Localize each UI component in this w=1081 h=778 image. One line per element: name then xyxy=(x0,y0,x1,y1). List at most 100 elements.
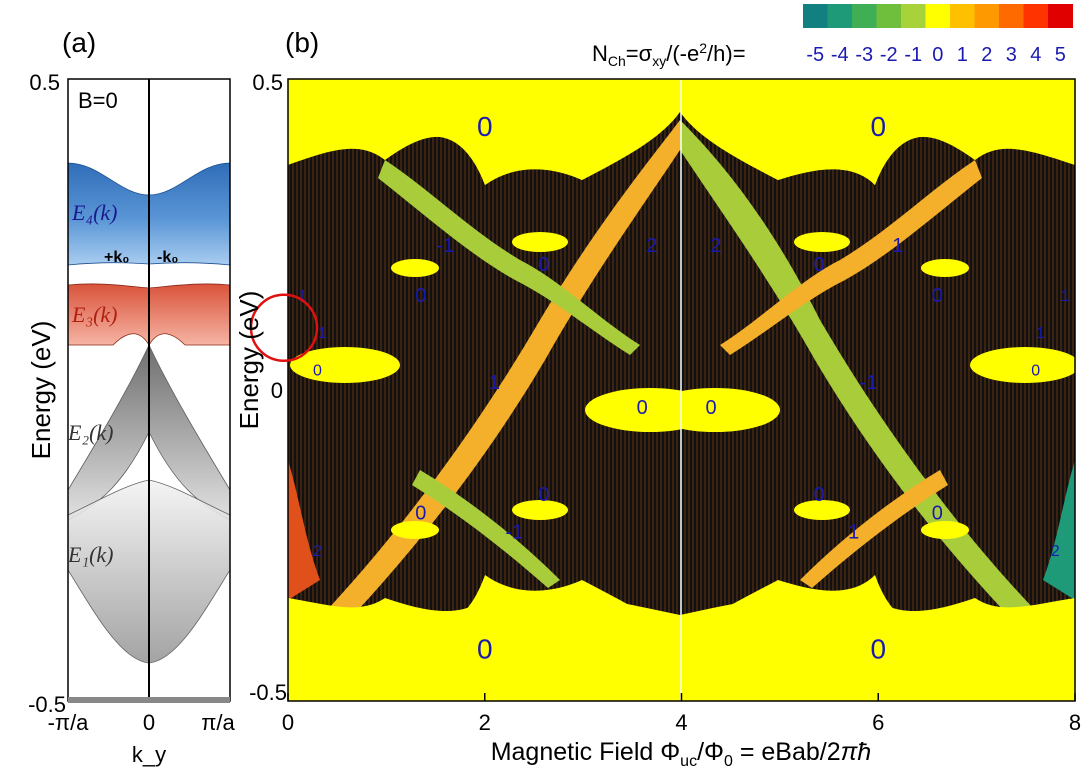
panel-b-xtick-label: 4 xyxy=(675,710,687,735)
colorbar-swatch xyxy=(876,4,902,28)
chern-band-minus1-main xyxy=(680,120,1075,660)
colorbar-title: NCh=σxy/(-e2/h)= xyxy=(592,40,746,69)
gap-chern-label: 0 xyxy=(313,363,322,380)
chern-band-minus1-lower xyxy=(412,470,560,588)
gap-chern-label: -1 xyxy=(505,521,523,543)
panel-b-xtick-label: 6 xyxy=(872,710,884,735)
highlight-circle xyxy=(249,293,319,363)
colorbar-swatch xyxy=(1048,4,1073,28)
panel-b-ylabel: Energy (eV) xyxy=(234,291,264,430)
colorbar-swatch xyxy=(901,4,926,28)
gap-chern-label: 0 xyxy=(538,484,549,506)
chern-band-plus1-right xyxy=(720,160,982,355)
gap-labels: 0 0 -1 1 0 0 2 2 0 0 1 1 1 1 0 0 1 -1 0 0 0 0 0 0 -1 1 2 2 0 0 xyxy=(298,111,1069,664)
colorbar-swatch xyxy=(803,4,828,28)
gap-chern-label: 1 xyxy=(298,288,307,305)
panel-a-xtick-right: π/a xyxy=(201,710,235,735)
colorbar-swatch xyxy=(925,4,951,28)
colorbar-swatch xyxy=(1023,4,1049,28)
gap-chern-label: 0 xyxy=(477,634,493,665)
gap-chern-label: 0 xyxy=(932,503,943,525)
gap-lobe-ul xyxy=(512,232,568,252)
colorbar-tick-label: -2 xyxy=(880,44,898,66)
panel-b-ytick-bottom: -0.5 xyxy=(249,680,287,705)
gap-lobe-right xyxy=(970,347,1075,383)
gap-lobe-ur xyxy=(794,232,850,252)
gap-chern-label: 2 xyxy=(710,235,721,257)
panel-b-xtick-label: 2 xyxy=(479,710,491,735)
gap-top xyxy=(288,79,1075,185)
gap-chern-label: -1 xyxy=(860,372,878,394)
colorbar-swatch xyxy=(852,4,877,28)
colorbar-tick-label: 5 xyxy=(1055,44,1066,66)
gap-chern-label: 1 xyxy=(489,372,500,394)
colorbar-swatch xyxy=(950,4,975,28)
gap-chern-label: 2 xyxy=(1051,543,1060,560)
panel-b-ytick-top: 0.5 xyxy=(252,70,283,95)
colorbar-tick-label: 3 xyxy=(1006,44,1017,66)
colorbar-tick-label: 0 xyxy=(932,44,943,66)
colorbar-tick-label: 1 xyxy=(957,44,968,66)
gap-chern-label: 0 xyxy=(870,111,886,142)
gap-chern-label: 0 xyxy=(1031,363,1040,380)
gap-chern-label: 1 xyxy=(892,235,903,257)
gap-lobe-br xyxy=(921,521,969,539)
gap-chern-label: 0 xyxy=(637,397,648,419)
gap-lobe-bl xyxy=(391,521,439,539)
gap-chern-label: 0 xyxy=(814,484,825,506)
colorbar-tick-label: -5 xyxy=(806,44,824,66)
panel-a-ytick-bottom: -0.5 xyxy=(28,692,66,717)
gap-chern-label: 0 xyxy=(477,111,493,142)
gap-lobe-lr xyxy=(794,500,850,520)
gap-chern-label: 1 xyxy=(1061,288,1070,305)
gap-chern-label: 1 xyxy=(1036,325,1045,342)
band-label-e2: E₂(k) xyxy=(67,420,114,445)
panel-b-ytick-mid: 0 xyxy=(271,378,283,403)
gap-chern-label: 2 xyxy=(646,235,657,257)
gap-chern-label: 1 xyxy=(318,325,327,342)
panel-a-annotation: B=0 xyxy=(78,88,118,113)
panel-a-label: (a) xyxy=(62,27,96,58)
gap-chern-label: 0 xyxy=(538,254,549,276)
k-label-minus: -k₀ xyxy=(157,249,178,266)
colorbar-swatch xyxy=(974,4,1000,28)
gap-lobe-ll xyxy=(512,500,568,520)
panel-a-ytick-top: 0.5 xyxy=(29,70,60,95)
panel-b-xlabel: Magnetic Field Φuc/Φ0 = eBab/2πħ xyxy=(491,738,872,770)
gap-chern-label: 0 xyxy=(814,254,825,276)
gap-chern-label: 0 xyxy=(415,503,426,525)
panel-a-xtick-mid: 0 xyxy=(143,710,155,735)
k-label-plus: +k₀ xyxy=(104,249,129,266)
gap-chern-label: 1 xyxy=(848,521,859,543)
gap-lobe-mr xyxy=(921,259,969,277)
edge-wedge-left xyxy=(288,460,320,600)
gap-lobe-left xyxy=(290,347,400,383)
gap-chern-label: 2 xyxy=(313,543,322,560)
band-label-e1: E₁(k) xyxy=(67,542,114,567)
colorbar-tick-label: 2 xyxy=(981,44,992,66)
colorbar-tick-label: -3 xyxy=(855,44,873,66)
gap-chern-label: -1 xyxy=(437,235,455,257)
panel-a-xlabel: k_y xyxy=(132,742,166,767)
band-label-e4: E₄(k) xyxy=(71,200,118,225)
gap-lobe-ml xyxy=(391,259,439,277)
gap-chern-label: 0 xyxy=(932,285,943,307)
panel-a-plot xyxy=(68,79,230,701)
chern-band-plus1-main xyxy=(288,120,680,660)
chern-band-minus1-left xyxy=(378,160,640,355)
colorbar-tick-label: -4 xyxy=(831,44,849,66)
edge-wedge-right xyxy=(1043,460,1075,600)
gap-lobe-center-r xyxy=(650,388,780,432)
band-label-e3: E₃(k) xyxy=(71,302,118,327)
panel-b-xtick-label: 8 xyxy=(1069,710,1081,735)
colorbar-tick-label: -1 xyxy=(904,44,922,66)
hofstadter-map xyxy=(288,79,1075,701)
colorbar: -5 -4 -3 -2 -1 0 1 2 3 4 5 xyxy=(803,4,1073,66)
gap-chern-label: 0 xyxy=(415,285,426,307)
colorbar-tick-label: 4 xyxy=(1030,44,1041,66)
panel-a-ylabel: Energy (eV) xyxy=(26,321,56,460)
panel-b-label: (b) xyxy=(285,27,319,58)
highlight-circle-group xyxy=(249,293,319,363)
gap-chern-label: 0 xyxy=(705,397,716,419)
